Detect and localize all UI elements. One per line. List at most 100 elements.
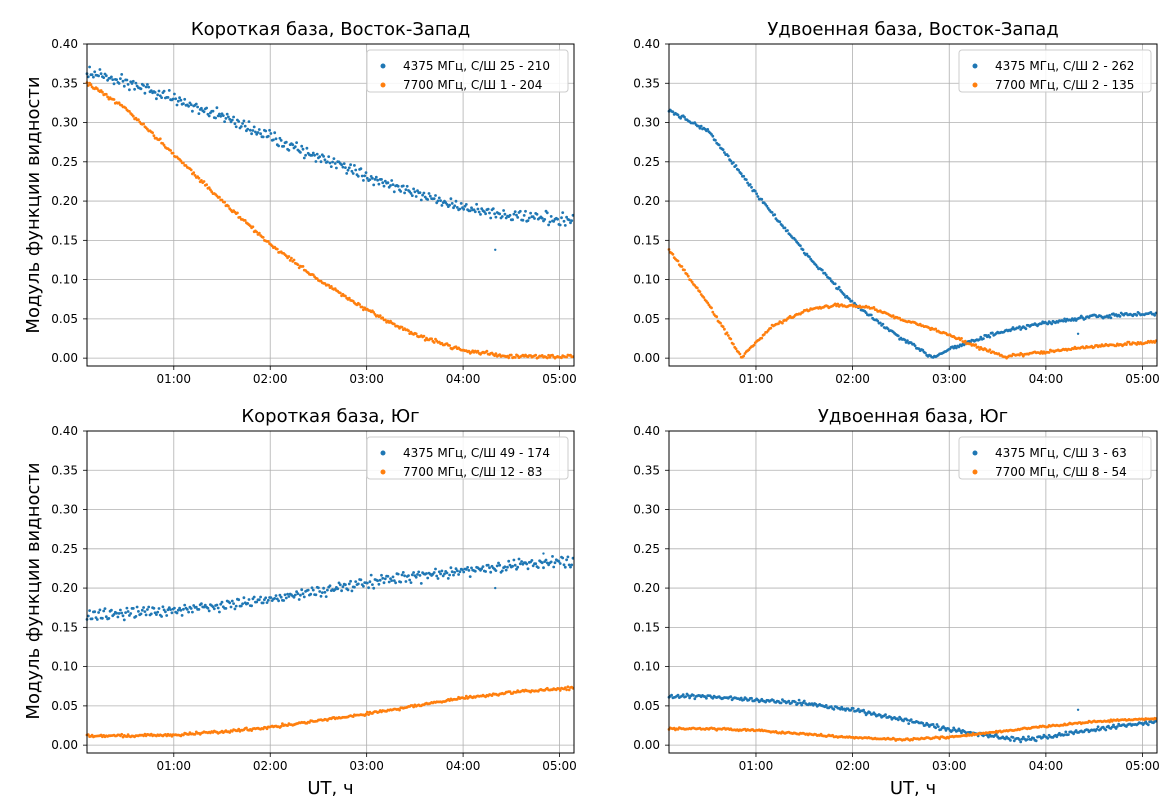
data-point: [323, 590, 327, 594]
data-point: [1050, 322, 1054, 326]
data-point: [257, 231, 261, 235]
data-point: [371, 176, 374, 180]
data-point: [726, 154, 730, 158]
data-point: [511, 218, 514, 222]
data-point: [98, 68, 102, 71]
data-point: [793, 700, 797, 704]
data-point: [311, 273, 315, 277]
data-point: [242, 596, 246, 600]
data-point: [95, 618, 99, 621]
data-point: [842, 293, 846, 297]
data-point: [936, 725, 940, 728]
data-point: [147, 605, 151, 609]
data-point: [301, 265, 305, 268]
data-point: [291, 143, 295, 147]
data-point: [448, 203, 451, 207]
data-point: [468, 209, 472, 213]
data-point: [97, 74, 100, 78]
data-point: [362, 308, 365, 312]
data-point: [121, 614, 125, 618]
data-point: [227, 115, 230, 119]
data-point: [413, 190, 417, 194]
data-point: [543, 218, 547, 221]
data-point: [524, 209, 527, 213]
data-point: [227, 204, 230, 208]
data-point: [556, 217, 559, 221]
data-point: [126, 610, 130, 613]
y-tick-label: 0.20: [51, 581, 78, 595]
data-point: [392, 190, 396, 194]
data-point: [318, 155, 322, 159]
data-point: [486, 207, 490, 211]
data-point: [286, 724, 289, 727]
data-point: [513, 210, 517, 214]
data-point: [1135, 313, 1139, 317]
data-point: [765, 204, 769, 208]
data-point: [1003, 737, 1007, 741]
data-point: [446, 577, 450, 580]
y-tick-label: 0.05: [633, 312, 660, 326]
data-point: [377, 182, 381, 186]
data-point: [752, 343, 756, 347]
data-point: [157, 89, 161, 93]
data-point: [182, 161, 185, 165]
data-point: [805, 252, 809, 256]
legend-frame: [366, 436, 569, 480]
data-point: [459, 202, 463, 205]
data-point: [706, 127, 710, 131]
data-point: [769, 326, 773, 330]
data-point: [1074, 729, 1078, 732]
data-point: [729, 159, 733, 163]
data-point: [187, 104, 191, 108]
data-point: [1153, 313, 1157, 317]
data-point: [372, 311, 376, 314]
data-point: [174, 97, 178, 101]
data-point: [976, 345, 980, 349]
data-point: [206, 606, 210, 610]
data-point: [167, 89, 171, 92]
data-point: [1063, 317, 1066, 321]
data-point: [876, 319, 880, 323]
data-point: [367, 713, 370, 716]
data-point: [255, 600, 259, 604]
data-point: [974, 343, 978, 347]
data-point: [711, 310, 715, 314]
data-point: [872, 306, 876, 309]
data-point: [119, 608, 122, 612]
data-point: [548, 356, 552, 359]
data-point: [549, 560, 553, 564]
x-tick-label: 03:00: [349, 759, 384, 773]
data-point: [111, 78, 115, 81]
x-tick-label: 05:00: [542, 372, 577, 386]
data-point: [935, 723, 939, 726]
data-point: [92, 75, 95, 79]
data-point: [848, 297, 851, 301]
data-point: [340, 163, 343, 167]
y-tick-label: 0.35: [633, 76, 660, 90]
data-point: [484, 212, 487, 216]
data-point: [889, 715, 892, 719]
data-point: [162, 143, 166, 147]
data-point: [93, 610, 97, 614]
data-point: [924, 351, 927, 355]
data-point: [398, 708, 401, 712]
data-point: [368, 580, 372, 584]
data-point: [522, 214, 526, 217]
data-point: [783, 226, 787, 230]
data-point: [359, 167, 363, 171]
axes-frame: [86, 430, 575, 754]
data-point: [470, 566, 473, 570]
data-point: [326, 160, 329, 164]
data-point: [729, 337, 733, 341]
data-point: [102, 76, 106, 79]
data-point: [376, 178, 379, 182]
data-point: [350, 589, 354, 593]
data-point: [957, 345, 961, 349]
data-point: [252, 125, 256, 129]
data-point: [354, 580, 358, 583]
data-point: [408, 578, 412, 582]
data-point: [203, 603, 207, 607]
data-point: [200, 602, 203, 606]
data-point: [828, 277, 832, 281]
data-point: [467, 569, 471, 572]
